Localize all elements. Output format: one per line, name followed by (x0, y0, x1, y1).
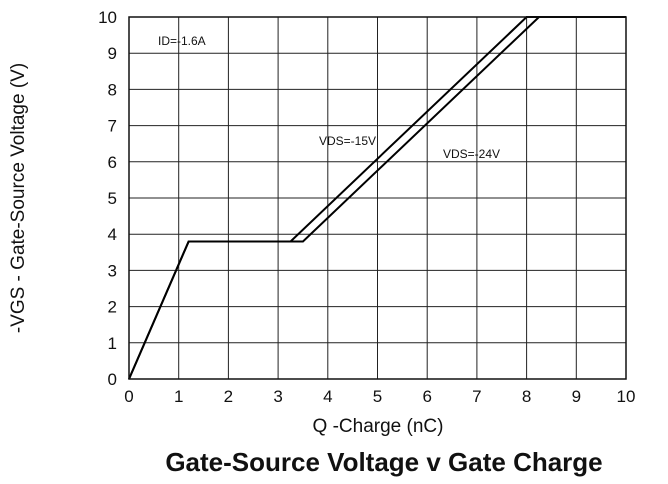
annotation-vds-24v: VDS=-24V (443, 147, 500, 161)
annotation-vds-15v: VDS=-15V (319, 134, 376, 148)
y-tick-label: 7 (108, 117, 117, 136)
y-tick-label: 2 (108, 298, 117, 317)
y-tick-label: 4 (108, 225, 117, 244)
y-tick-label: 0 (108, 370, 117, 389)
x-tick-label: 4 (323, 387, 332, 406)
x-tick-label: 6 (422, 387, 431, 406)
x-tick-label: 0 (124, 387, 133, 406)
y-tick-label: 10 (98, 8, 117, 27)
y-tick-label: 1 (108, 334, 117, 353)
x-tick-label: 1 (174, 387, 183, 406)
x-tick-label: 9 (572, 387, 581, 406)
x-axis-label: Q -Charge (nC) (313, 416, 444, 437)
y-axis-label: -VGS - Gate-Source Voltage (V) (8, 63, 29, 333)
x-tick-label: 7 (472, 387, 481, 406)
x-tick-label: 8 (522, 387, 531, 406)
annotation-id: ID=-1.6A (158, 34, 206, 48)
x-tick-labels: 0 1 2 3 4 5 6 7 8 9 10 (124, 387, 635, 406)
y-tick-label: 8 (108, 80, 117, 99)
y-tick-label: 5 (108, 189, 117, 208)
x-tick-label: 10 (617, 387, 636, 406)
x-tick-label: 5 (373, 387, 382, 406)
chart-title: Gate-Source Voltage v Gate Charge (165, 447, 602, 477)
y-tick-label: 9 (108, 44, 117, 63)
y-tick-label: 6 (108, 153, 117, 172)
grid (128, 16, 627, 380)
plot-area-frame (128, 16, 627, 380)
y-tick-label: 3 (108, 261, 117, 280)
x-tick-label: 3 (273, 387, 282, 406)
x-tick-label: 2 (224, 387, 233, 406)
y-tick-labels: 0 1 2 3 4 5 6 7 8 9 10 (98, 8, 117, 389)
